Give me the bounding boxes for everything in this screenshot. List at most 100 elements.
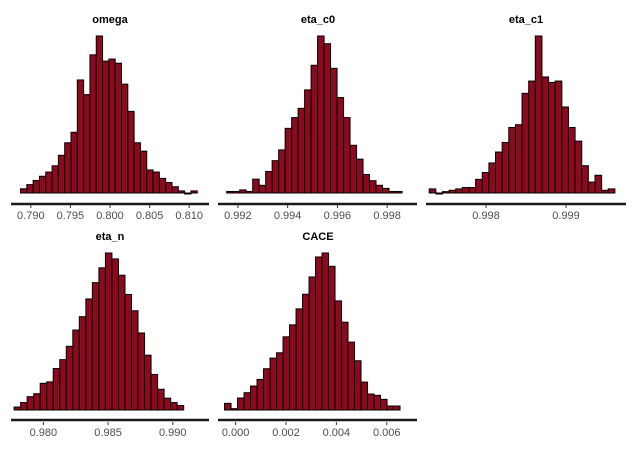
histogram-bar xyxy=(104,252,113,411)
histogram-bar xyxy=(380,398,388,411)
histogram-bar xyxy=(111,258,119,411)
histogram-bar xyxy=(114,62,123,194)
histogram-bar xyxy=(317,35,325,194)
histogram-bar xyxy=(133,142,141,194)
histogram-bar xyxy=(13,406,22,411)
histogram-bar xyxy=(51,165,59,194)
histogram-bar xyxy=(184,192,192,195)
panel-title: CACE xyxy=(302,231,333,243)
x-tick-label: 0.000 xyxy=(222,427,250,439)
histogram-bar xyxy=(137,332,146,411)
histogram-bar xyxy=(289,324,297,411)
histogram-bar xyxy=(448,189,457,194)
panel-title: eta_n xyxy=(96,231,125,243)
panel-title: eta_c1 xyxy=(509,14,543,26)
histogram-bar xyxy=(534,35,543,194)
histogram-bar xyxy=(150,373,159,411)
histogram-bar xyxy=(250,385,258,411)
histogram-bar xyxy=(514,124,523,194)
histogram-bar xyxy=(20,402,28,411)
histogram-bar xyxy=(152,171,160,194)
histogram-bar xyxy=(308,276,317,411)
x-tick-label: 0.795 xyxy=(57,210,85,222)
histogram-bar xyxy=(170,402,178,411)
histogram-bar xyxy=(548,81,556,194)
histogram-bar xyxy=(278,149,286,194)
panel-title: eta_c0 xyxy=(301,14,335,26)
histogram-bar xyxy=(336,97,345,194)
histogram-bar xyxy=(102,60,110,194)
histogram-bar xyxy=(276,352,284,411)
histogram-bar xyxy=(177,190,186,194)
histogram-bar xyxy=(321,252,330,411)
histogram-bar xyxy=(117,274,126,411)
histogram-bar xyxy=(83,94,91,194)
histogram-bar xyxy=(541,76,550,194)
panel-title: omega xyxy=(92,14,128,26)
histogram-bar xyxy=(64,142,72,194)
histogram-bar xyxy=(347,341,356,411)
histogram-bar xyxy=(386,405,395,411)
x-tick-label: 0.992 xyxy=(224,210,252,222)
histogram-bar xyxy=(91,282,100,411)
histogram-bar xyxy=(243,392,252,411)
histogram-bar xyxy=(297,107,306,194)
histogram-bar xyxy=(521,92,530,194)
histogram-bar xyxy=(78,316,87,411)
histogram-bar xyxy=(157,388,165,411)
histogram-bar xyxy=(245,190,254,194)
panel-eta-n: eta_n 0.980 0.985 0.990 xyxy=(11,231,209,439)
histogram-bar xyxy=(158,177,167,194)
histogram-bar xyxy=(468,187,477,194)
histogram-bar xyxy=(65,345,74,411)
histogram-bar xyxy=(435,192,443,195)
histogram-bar xyxy=(315,256,323,411)
x-tick-label: 0.998 xyxy=(472,210,500,222)
histogram-bar xyxy=(76,79,85,194)
histogram-bar xyxy=(428,188,437,194)
x-tick-label: 0.004 xyxy=(323,427,351,439)
histogram-bar xyxy=(334,300,343,411)
histogram-bar xyxy=(239,189,247,194)
histogram-bar xyxy=(607,188,616,194)
histogram-bar xyxy=(190,190,198,194)
histogram-bar xyxy=(39,382,48,411)
histogram-bar xyxy=(271,160,280,194)
histogram-bar xyxy=(388,190,397,194)
histogram-bar xyxy=(131,310,139,411)
histogram-bar xyxy=(295,308,304,411)
histogram-bar xyxy=(375,184,384,194)
histogram-bar xyxy=(26,184,34,194)
histogram-bar xyxy=(475,178,483,194)
histogram-bar xyxy=(124,293,133,411)
histogram-bar xyxy=(59,359,67,411)
x-tick-label: 0.810 xyxy=(175,210,203,222)
histogram-bar xyxy=(72,329,80,411)
x-tick-label: 0.999 xyxy=(552,210,580,222)
x-tick-label: 0.790 xyxy=(17,210,45,222)
histogram-bar xyxy=(581,165,589,194)
histogram-bar xyxy=(232,190,241,194)
histogram-bar xyxy=(382,187,390,194)
histogram-bar xyxy=(488,162,497,194)
histogram-bar xyxy=(108,58,116,194)
histogram-bar xyxy=(226,190,234,194)
histogram-bar xyxy=(508,126,516,194)
histogram-bar xyxy=(291,117,299,194)
histogram-bar xyxy=(127,110,135,194)
histogram-bar xyxy=(310,64,319,194)
histogram-bar xyxy=(495,151,503,194)
x-tick-label: 0.985 xyxy=(94,427,122,439)
histogram-bar xyxy=(360,381,369,411)
histogram-bar xyxy=(395,190,403,194)
histogram-bar xyxy=(263,368,271,411)
histogram-bar xyxy=(567,126,576,194)
histogram-bar xyxy=(302,293,310,411)
histogram-bar xyxy=(38,175,47,194)
histogram-bar xyxy=(57,154,66,194)
histogram-bar xyxy=(481,172,490,194)
x-tick-label: 0.996 xyxy=(324,210,352,222)
histogram-bar xyxy=(70,131,78,194)
histogram-bar xyxy=(330,67,338,194)
